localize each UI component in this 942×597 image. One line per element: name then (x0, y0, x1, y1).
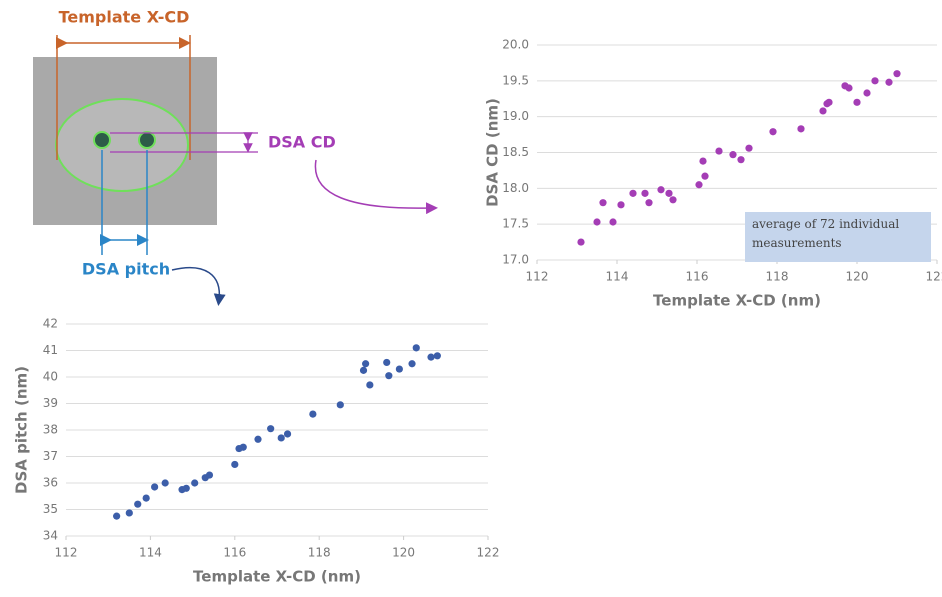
y-tick-label: 17.5 (502, 217, 529, 231)
dsa-cylinder (93, 131, 111, 149)
y-tick-label: 20.0 (502, 38, 529, 52)
y-axis-title: DSA pitch (nm) (13, 366, 31, 494)
x-axis-title: Template X-CD (nm) (653, 292, 821, 310)
x-axis-title: Template X-CD (nm) (193, 568, 361, 586)
point (362, 360, 370, 368)
x-tick-label: 112 (526, 270, 549, 284)
arrow (314, 159, 438, 215)
point (641, 189, 649, 197)
point (408, 360, 416, 368)
point (577, 238, 585, 246)
y-axis-title: DSA CD (nm) (484, 98, 502, 207)
point (645, 199, 653, 207)
point (769, 128, 777, 136)
point (239, 443, 247, 451)
point (699, 157, 707, 165)
point (599, 199, 607, 207)
point (871, 77, 879, 85)
point (433, 352, 441, 360)
x-tick-label: 114 (139, 546, 162, 560)
y-tick-label: 36 (43, 476, 58, 490)
point (427, 353, 435, 361)
x-tick-label: 118 (766, 270, 789, 284)
point (617, 201, 625, 209)
y-tick-label: 18.0 (502, 181, 529, 195)
point (134, 500, 142, 508)
point (283, 430, 292, 438)
point (629, 189, 637, 197)
point (657, 186, 665, 194)
point (125, 509, 133, 517)
point (412, 344, 420, 352)
point (336, 401, 344, 409)
label: DSA pitch (82, 260, 170, 279)
y-tick-label: 38 (43, 423, 58, 437)
point (853, 98, 861, 106)
label: Template X-CD (59, 8, 190, 27)
x-tick-label: 122 (926, 270, 942, 284)
annotation: average of 72 individual measurements (745, 212, 931, 262)
point (385, 372, 393, 380)
point (113, 512, 121, 520)
point (593, 218, 601, 226)
point (309, 410, 317, 418)
point (609, 218, 617, 226)
point (366, 381, 374, 389)
point (797, 125, 805, 133)
point (695, 181, 703, 189)
point (182, 484, 190, 492)
x-tick-label: 114 (606, 270, 629, 284)
point (745, 144, 753, 152)
point (665, 189, 673, 197)
y-tick-label: 42 (43, 317, 58, 331)
point (845, 84, 853, 92)
template-hole (55, 98, 189, 192)
point (893, 70, 901, 78)
point (715, 147, 723, 155)
point (151, 483, 159, 491)
point (359, 366, 368, 374)
point (205, 471, 214, 479)
point (729, 151, 737, 159)
point (142, 494, 150, 502)
y-tick-label: 19.5 (502, 73, 529, 87)
point (885, 78, 893, 86)
point (383, 358, 391, 367)
label: DSA CD (268, 133, 336, 152)
point (231, 460, 239, 469)
dsa-cylinder (138, 131, 156, 149)
point (737, 156, 745, 164)
x-tick-label: 120 (846, 270, 869, 284)
y-tick-label: 41 (43, 343, 58, 357)
point (254, 435, 262, 443)
y-tick-label: 37 (43, 449, 58, 463)
point (161, 479, 169, 487)
x-tick-label: 120 (392, 546, 415, 560)
point (863, 89, 871, 97)
point (191, 479, 199, 487)
y-tick-label: 35 (43, 502, 58, 516)
point (701, 172, 709, 180)
point (277, 434, 285, 442)
point (825, 98, 833, 106)
y-tick-label: 39 (43, 396, 58, 410)
y-tick-label: 34 (43, 529, 58, 543)
point (395, 365, 403, 373)
arrow (171, 266, 226, 306)
x-tick-label: 118 (308, 546, 331, 560)
y-tick-label: 18.5 (502, 145, 529, 159)
point (819, 107, 827, 115)
x-tick-label: 116 (223, 546, 246, 560)
y-tick-label: 19.0 (502, 109, 529, 123)
x-tick-label: 116 (686, 270, 709, 284)
y-tick-label: 17.0 (502, 253, 529, 267)
point (669, 196, 677, 204)
y-tick-label: 40 (43, 370, 58, 384)
x-tick-label: 112 (55, 546, 78, 560)
x-tick-label: 122 (477, 546, 500, 560)
point (267, 425, 275, 433)
